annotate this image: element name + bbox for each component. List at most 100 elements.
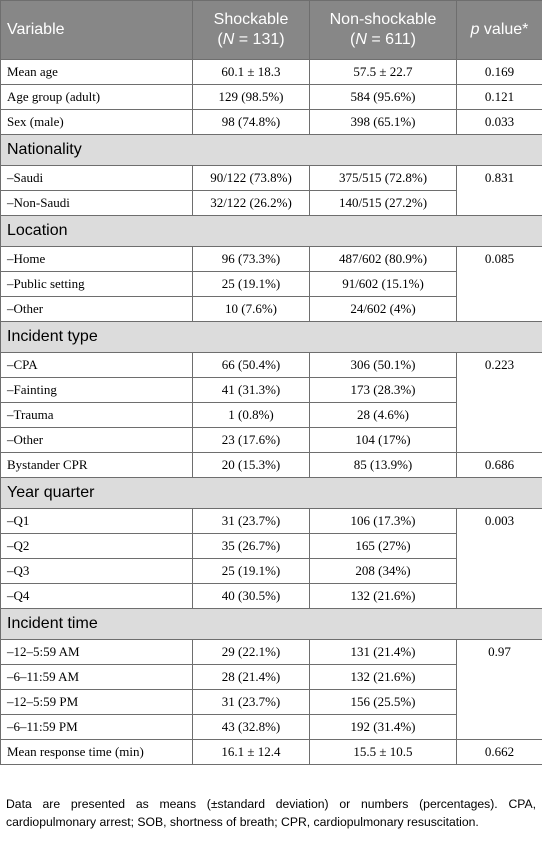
row-label: –Home (0, 246, 193, 272)
header-shockable: Shockable (N = 131) (192, 0, 310, 60)
row-incident-fainting: –Fainting 41 (31.3%) 173 (28.3%) (0, 377, 542, 403)
header-shockable-n: = 131) (234, 31, 285, 48)
row-time-early-am: –12–5:59 AM 29 (22.1%) 131 (21.4%) 0.97 (0, 639, 542, 740)
row-time-early-pm: –12–5:59 PM 31 (23.7%) 156 (25.5%) (0, 689, 542, 715)
section-incident-type: Incident type (0, 321, 542, 353)
nonshockable-value: 375/515 (72.8%) (309, 165, 457, 191)
header-p-symbol: p (470, 21, 480, 38)
shockable-value: 43 (32.8%) (192, 714, 310, 740)
nonshockable-value: 306 (50.1%) (309, 352, 457, 378)
section-incident-time: Incident time (0, 608, 542, 640)
p-value: 0.121 (456, 84, 542, 110)
row-label: –CPA (0, 352, 193, 378)
nonshockable-value: 104 (17%) (309, 427, 457, 453)
row-nationality-non-saudi: –Non-Saudi 32/122 (26.2%) 140/515 (27.2%… (0, 190, 542, 216)
section-title: Incident type (0, 321, 542, 353)
p-value: 0.662 (456, 739, 542, 765)
row-response-time: Mean response time (min) 16.1 ± 12.4 15.… (0, 739, 542, 765)
row-label: –Q1 (0, 508, 193, 534)
section-title: Year quarter (0, 477, 542, 509)
section-nationality: Nationality (0, 134, 542, 166)
shockable-value: 28 (21.4%) (192, 664, 310, 690)
header-nonshockable-title: Non-shockable (329, 11, 437, 28)
nonshockable-value: 24/602 (4%) (309, 296, 457, 322)
row-location-public: –Public setting 25 (19.1%) 91/602 (15.1%… (0, 271, 542, 297)
row-label: Bystander CPR (0, 452, 193, 478)
row-label: –Public setting (0, 271, 193, 297)
row-label: –Trauma (0, 402, 193, 428)
shockable-value: 32/122 (26.2%) (192, 190, 310, 216)
header-nonshockable-n: = 611) (366, 31, 416, 48)
shockable-value: 25 (19.1%) (192, 271, 310, 297)
shockable-value: 66 (50.4%) (192, 352, 310, 378)
p-value: 0.686 (456, 452, 542, 478)
row-nationality-saudi: –Saudi 90/122 (73.8%) 375/515 (72.8%) 0.… (0, 165, 542, 216)
shockable-value: 40 (30.5%) (192, 583, 310, 609)
nonshockable-value: 132 (21.6%) (309, 664, 457, 690)
row-label: –12–5:59 PM (0, 689, 193, 715)
p-value: 0.003 (456, 508, 542, 609)
nonshockable-value: 28 (4.6%) (309, 402, 457, 428)
nonshockable-value: 132 (21.6%) (309, 583, 457, 609)
shockable-value: 35 (26.7%) (192, 533, 310, 559)
row-quarter-q4: –Q4 40 (30.5%) 132 (21.6%) (0, 583, 542, 609)
row-mean-age: Mean age 60.1 ± 18.3 57.5 ± 22.7 0.169 (0, 59, 542, 85)
section-year-quarter: Year quarter (0, 477, 542, 509)
header-variable: Variable (0, 0, 193, 60)
shockable-value: 31 (23.7%) (192, 508, 310, 534)
row-quarter-q1: –Q1 31 (23.7%) 106 (17.3%) 0.003 (0, 508, 542, 609)
row-label: Mean response time (min) (0, 739, 193, 765)
nonshockable-value: 487/602 (80.9%) (309, 246, 457, 272)
header-shockable-title: Shockable (213, 11, 289, 28)
row-label: –Fainting (0, 377, 193, 403)
results-table: Variable Shockable (N = 131) Non-shockab… (0, 0, 542, 765)
nonshockable-value: 192 (31.4%) (309, 714, 457, 740)
shockable-value: 41 (31.3%) (192, 377, 310, 403)
section-title: Incident time (0, 608, 542, 640)
nonshockable-value: 85 (13.9%) (309, 452, 457, 478)
nonshockable-value: 584 (95.6%) (309, 84, 457, 110)
p-value: 0.223 (456, 352, 542, 453)
shockable-value: 23 (17.6%) (192, 427, 310, 453)
shockable-value: 1 (0.8%) (192, 402, 310, 428)
section-title: Location (0, 215, 542, 247)
row-label: –6–11:59 PM (0, 714, 193, 740)
p-value: 0.831 (456, 165, 542, 216)
section-location: Location (0, 215, 542, 247)
p-value: 0.085 (456, 246, 542, 322)
header-nonshockable: Non-shockable (N = 611) (309, 0, 457, 60)
shockable-value: 96 (73.3%) (192, 246, 310, 272)
shockable-value: 25 (19.1%) (192, 558, 310, 584)
nonshockable-value: 173 (28.3%) (309, 377, 457, 403)
shockable-value: 98 (74.8%) (192, 109, 310, 135)
nonshockable-value: 91/602 (15.1%) (309, 271, 457, 297)
row-label: –Non-Saudi (0, 190, 193, 216)
header-nonshockable-n-symbol: N (355, 31, 367, 48)
nonshockable-value: 57.5 ± 22.7 (309, 59, 457, 85)
row-label: –Other (0, 296, 193, 322)
shockable-value: 20 (15.3%) (192, 452, 310, 478)
shockable-value: 10 (7.6%) (192, 296, 310, 322)
row-label: –6–11:59 AM (0, 664, 193, 690)
row-label: Age group (adult) (0, 84, 193, 110)
p-value: 0.169 (456, 59, 542, 85)
row-location-other: –Other 10 (7.6%) 24/602 (4%) (0, 296, 542, 322)
row-label: Mean age (0, 59, 193, 85)
section-title: Nationality (0, 134, 542, 166)
table-footnote: Data are presented as means (±standard d… (6, 797, 536, 829)
row-label: –Q4 (0, 583, 193, 609)
shockable-value: 90/122 (73.8%) (192, 165, 310, 191)
shockable-value: 129 (98.5%) (192, 84, 310, 110)
row-quarter-q2: –Q2 35 (26.7%) 165 (27%) (0, 533, 542, 559)
nonshockable-value: 208 (34%) (309, 558, 457, 584)
row-quarter-q3: –Q3 25 (19.1%) 208 (34%) (0, 558, 542, 584)
row-incident-cpa: –CPA 66 (50.4%) 306 (50.1%) 0.223 (0, 352, 542, 453)
p-value: 0.033 (456, 109, 542, 135)
row-label: –12–5:59 AM (0, 639, 193, 665)
shockable-value: 16.1 ± 12.4 (192, 739, 310, 765)
nonshockable-value: 398 (65.1%) (309, 109, 457, 135)
row-age-group: Age group (adult) 129 (98.5%) 584 (95.6%… (0, 84, 542, 110)
row-sex: Sex (male) 98 (74.8%) 398 (65.1%) 0.033 (0, 109, 542, 135)
nonshockable-value: 165 (27%) (309, 533, 457, 559)
nonshockable-value: 15.5 ± 10.5 (309, 739, 457, 765)
